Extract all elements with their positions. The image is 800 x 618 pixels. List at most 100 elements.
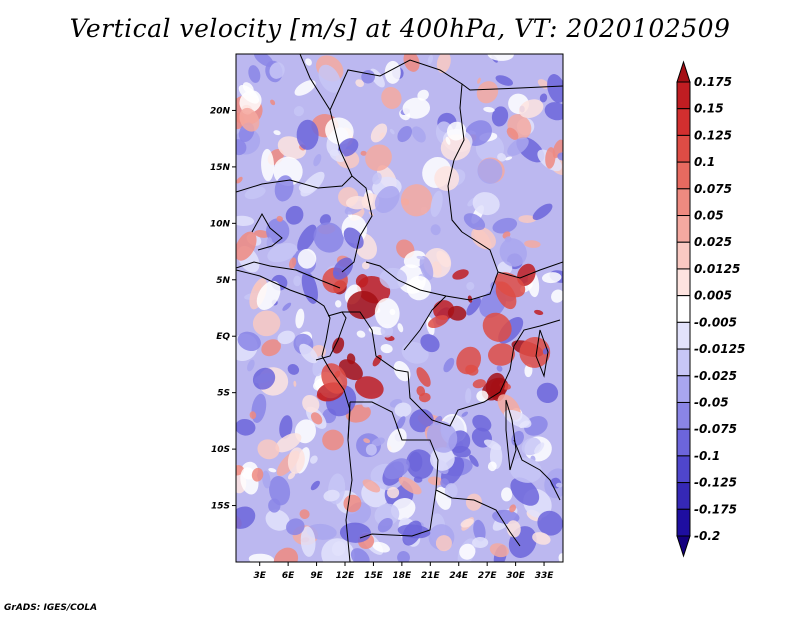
field-patch [295, 308, 305, 329]
lat-tick-label: 10N [210, 219, 231, 229]
field-patch [257, 439, 280, 460]
field-patch [237, 331, 261, 352]
field-patch [452, 445, 471, 458]
field-patch [459, 543, 476, 560]
field-patch [472, 414, 492, 432]
colorbar-label: 0.0125 [694, 262, 740, 276]
field-patch [397, 125, 413, 143]
field-patch [297, 224, 317, 252]
field-patch [251, 467, 264, 482]
field-patch [268, 467, 277, 473]
lon-tick-label: 9E [310, 571, 323, 581]
field-patch [332, 337, 345, 354]
map-frame [235, 53, 564, 563]
colorbar-label: 0.175 [694, 75, 732, 89]
field-patch [495, 75, 514, 86]
field-patch [297, 248, 317, 269]
field-patch [286, 518, 305, 536]
field-patch [254, 230, 270, 238]
field-patch [267, 242, 298, 263]
field-patch [492, 217, 518, 234]
colorbar-segment [676, 134, 691, 163]
field-patch [262, 470, 271, 489]
field-patch [236, 465, 244, 476]
field-patch [252, 367, 276, 390]
longitude-axis: 3E 6E 9E 12E 15E 18E 21E 24E 27E 30E 33E [253, 562, 554, 581]
field-patch [374, 503, 400, 527]
colorbar-label: 0.075 [694, 182, 732, 196]
field-patch [236, 176, 243, 184]
field-patch [287, 471, 296, 480]
field-patch [289, 257, 297, 269]
field-patch [248, 65, 261, 83]
field-patch [483, 439, 502, 451]
colorbar-segment [676, 455, 691, 484]
colorbar-label: 0.15 [694, 102, 724, 116]
colorbar-segment [676, 161, 691, 190]
field-patch [397, 524, 431, 539]
field-patch [355, 79, 365, 88]
colorbar-label: 0.125 [694, 128, 732, 142]
field-patch [397, 323, 404, 333]
border-line [350, 401, 521, 547]
field-patch [389, 128, 395, 135]
field-patch [318, 64, 341, 93]
field-patch [360, 150, 367, 156]
field-patch [426, 420, 458, 453]
field-patch [472, 379, 486, 389]
colorbar-segment [676, 188, 691, 217]
colorbar-segment [676, 508, 691, 537]
field-patch [524, 364, 533, 378]
field-patch [477, 158, 503, 184]
border-line [365, 231, 499, 301]
field-patch [504, 156, 513, 161]
colorbar-segment [676, 348, 691, 377]
field-patch [476, 81, 499, 104]
colorbar-label: -0.2 [694, 529, 720, 543]
field-patch [322, 429, 344, 451]
field-patch [294, 80, 316, 96]
field-patch [487, 461, 497, 472]
border-line [513, 439, 561, 501]
field-patch [402, 97, 431, 119]
lat-tick-label: EQ [216, 332, 230, 342]
lon-tick-label: 21E [421, 571, 441, 581]
field-patch [472, 192, 500, 216]
vertical-velocity-field [236, 54, 563, 562]
colorbar-segment [676, 215, 691, 243]
field-patch [365, 443, 377, 456]
field-patch [331, 541, 346, 556]
border-line [236, 261, 341, 289]
field-patch [287, 447, 305, 474]
field-patch [547, 74, 563, 103]
colorbar-label: 0.1 [694, 155, 715, 169]
field-patch [466, 281, 475, 291]
field-patch [517, 263, 536, 287]
colorbar-bottom-triangle [676, 535, 691, 558]
colorbar-label: 0.025 [694, 235, 732, 249]
field-patch [273, 547, 299, 562]
field-patterns [236, 54, 563, 562]
field-patch [534, 442, 545, 454]
field-patch [472, 537, 489, 549]
field-patch [467, 295, 473, 303]
border-line [461, 83, 563, 91]
field-patch [345, 196, 369, 210]
field-patch [346, 353, 356, 365]
field-patch [268, 498, 281, 513]
field-patch [411, 126, 426, 143]
colorbar-top-triangle [676, 60, 691, 83]
field-patch [489, 543, 509, 558]
field-patch [236, 139, 247, 156]
chart-title: Vertical velocity [m/s] at 400hPa, VT: 2… [69, 14, 731, 43]
field-patch [293, 275, 302, 287]
field-patch [416, 255, 425, 260]
colorbar-segment [676, 108, 691, 136]
field-patch [249, 278, 268, 310]
field-patch [447, 305, 467, 321]
field-patch [270, 99, 276, 106]
field-patch [497, 153, 507, 162]
field-patch [506, 127, 519, 140]
field-patch [256, 280, 281, 311]
